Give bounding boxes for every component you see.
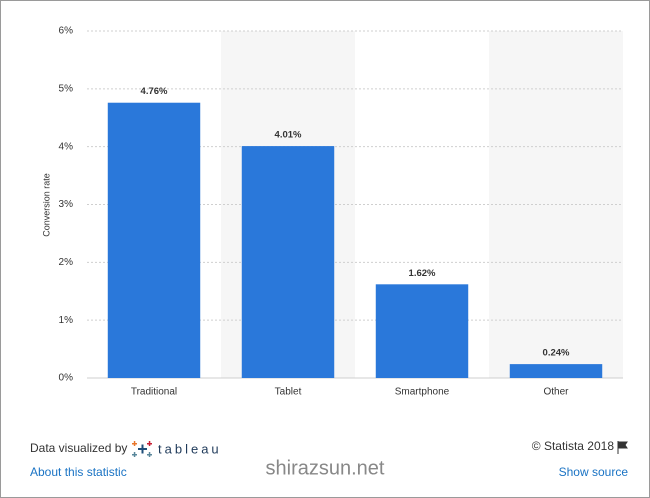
y-tick-label: 2% <box>59 257 74 268</box>
y-tick-label: 6% <box>59 26 74 37</box>
tableau-logo <box>132 441 152 457</box>
plot-layer: Traditional 4.76% Tablet 4.01% Smartphone 1.6… <box>107 86 603 398</box>
x-tick-label: Traditional <box>131 387 177 398</box>
show-source-link[interactable]: Show source <box>559 465 629 479</box>
value-label: 4.01% <box>275 130 302 141</box>
x-tick-label: Other <box>543 387 569 398</box>
bar <box>241 146 335 378</box>
watermark: shirazsun.net <box>266 457 385 479</box>
copyright: © Statista 2018 <box>532 439 615 453</box>
y-axis-title: Conversion rate <box>41 173 51 237</box>
y-tick-label: 4% <box>59 141 74 152</box>
bar <box>107 102 201 379</box>
value-label: 1.62% <box>409 268 436 279</box>
credit: Data visualized by <box>30 441 127 455</box>
value-label: 0.24% <box>543 348 570 359</box>
y-tick-label: 0% <box>59 373 74 384</box>
y-tick-label: 5% <box>59 83 74 94</box>
bar <box>509 364 603 378</box>
x-tick-label: Tablet <box>275 387 302 398</box>
tableau-wordmark: tableau <box>158 441 222 456</box>
x-tick-label: Smartphone <box>395 387 450 398</box>
value-label: 4.76% <box>141 86 168 97</box>
y-tick-label: 3% <box>59 199 74 210</box>
flag-icon <box>617 441 628 454</box>
bar <box>375 284 469 378</box>
y-tick-label: 1% <box>59 315 74 326</box>
about-link[interactable]: About this statistic <box>30 465 127 479</box>
